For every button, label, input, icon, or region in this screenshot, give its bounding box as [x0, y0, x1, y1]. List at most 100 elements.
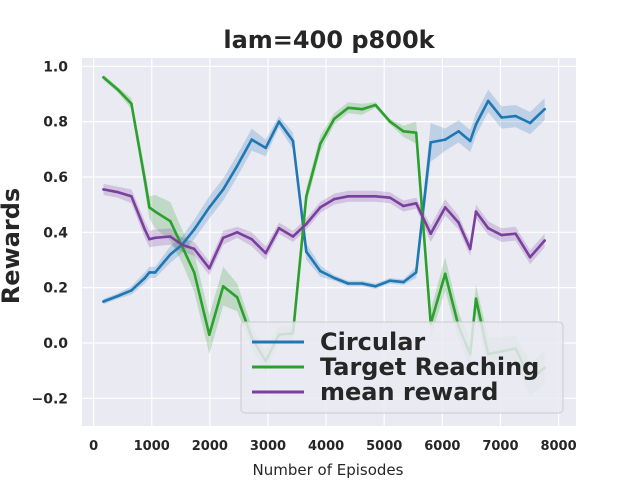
- point-target-reaching-3: [143, 178, 147, 181]
- x-tick-labels: 0 1000 2000 3000 4000 5000 6000 7000 8000: [89, 439, 577, 454]
- x-tick-label-2: 2000: [192, 439, 228, 454]
- point-target-reaching-29: [474, 297, 478, 301]
- point-target-reaching-5: [153, 210, 157, 213]
- point-circular-25: [429, 141, 433, 144]
- point-circular-15: [291, 139, 295, 143]
- point-circular-16: [305, 250, 308, 253]
- band-mean-reward: [103, 183, 545, 276]
- point-mean-reward-12: [250, 237, 253, 241]
- y-tick-label-0: −0.2: [31, 391, 68, 407]
- point-target-reaching-16: [305, 195, 308, 198]
- point-circular-0: [102, 300, 105, 303]
- point-target-reaching-11: [235, 296, 239, 299]
- y-axis-label: Rewards: [0, 188, 25, 304]
- x-axis-label: Number of Episodes: [253, 461, 404, 479]
- point-circular-29: [474, 123, 478, 126]
- point-mean-reward-30: [486, 226, 490, 230]
- legend-box: [240, 321, 564, 414]
- y-tick-label-3: 0.4: [43, 225, 68, 241]
- point-circular-6: [169, 253, 172, 256]
- point-circular-24: [414, 271, 418, 274]
- y-tick-label-1: 0.0: [43, 336, 68, 352]
- x-tick-label-3: 3000: [250, 439, 286, 454]
- point-target-reaching-23: [402, 130, 405, 133]
- x-tick-label-6: 6000: [424, 439, 460, 454]
- y-tick-label-6: 1.0: [43, 59, 68, 75]
- point-circular-17: [319, 269, 322, 273]
- point-circular-34: [543, 107, 546, 111]
- point-mean-reward-15: [291, 235, 295, 238]
- point-mean-reward-17: [319, 206, 322, 209]
- point-mean-reward-9: [208, 267, 211, 270]
- point-circular-14: [277, 120, 281, 123]
- point-target-reaching-19: [346, 106, 350, 110]
- point-mean-reward-34: [543, 239, 546, 242]
- point-mean-reward-4: [148, 237, 151, 241]
- point-target-reaching-17: [319, 142, 322, 146]
- point-mean-reward-23: [402, 204, 405, 208]
- point-mean-reward-25: [429, 232, 433, 235]
- point-mean-reward-24: [414, 202, 418, 205]
- point-mean-reward-29: [474, 210, 478, 213]
- y-tick-label-4: 0.6: [43, 170, 68, 186]
- point-mean-reward-18: [332, 197, 336, 201]
- x-tick-label-5: 5000: [366, 439, 402, 454]
- point-target-reaching-18: [332, 117, 336, 121]
- point-mean-reward-22: [388, 196, 392, 199]
- point-target-reaching-21: [374, 103, 377, 107]
- point-mean-reward-3: [143, 228, 147, 231]
- band-circular: [103, 89, 545, 305]
- legend-label-target-reaching: Target Reaching: [320, 353, 539, 381]
- point-mean-reward-26: [443, 206, 447, 209]
- point-target-reaching-9: [208, 333, 211, 337]
- point-circular-1: [116, 294, 120, 298]
- point-circular-18: [332, 276, 336, 280]
- point-target-reaching-6: [169, 219, 172, 223]
- point-circular-26: [443, 138, 447, 141]
- x-tick-label-0: 0: [89, 439, 98, 454]
- point-circular-3: [143, 276, 147, 280]
- point-circular-19: [346, 282, 350, 285]
- point-mean-reward-27: [457, 221, 460, 224]
- point-circular-33: [528, 121, 532, 125]
- point-mean-reward-31: [500, 233, 503, 237]
- point-mean-reward-5: [153, 236, 157, 240]
- y-tick-label-2: 0.2: [43, 281, 68, 297]
- point-mean-reward-6: [169, 235, 172, 238]
- point-target-reaching-10: [221, 285, 225, 288]
- point-circular-21: [374, 285, 377, 288]
- y-tick-label-5: 0.8: [43, 115, 68, 131]
- point-circular-4: [148, 271, 151, 274]
- point-mean-reward-13: [264, 251, 268, 255]
- point-mean-reward-16: [305, 222, 308, 226]
- point-circular-20: [360, 282, 364, 285]
- point-circular-13: [264, 146, 268, 150]
- point-circular-11: [235, 164, 239, 168]
- point-circular-28: [468, 139, 472, 143]
- point-circular-31: [500, 116, 503, 119]
- point-mean-reward-20: [360, 195, 364, 198]
- legend: Circular Target Reaching mean reward: [240, 321, 564, 414]
- point-circular-10: [221, 188, 225, 191]
- point-target-reaching-26: [443, 272, 447, 276]
- x-tick-label-4: 4000: [308, 439, 344, 454]
- point-target-reaching-4: [148, 206, 151, 209]
- point-target-reaching-2: [130, 102, 133, 105]
- points-mean-reward: [102, 188, 546, 270]
- point-target-reaching-8: [192, 271, 196, 274]
- point-circular-23: [402, 280, 405, 284]
- point-circular-5: [153, 271, 157, 274]
- point-target-reaching-24: [414, 131, 418, 134]
- point-mean-reward-21: [374, 195, 377, 198]
- point-target-reaching-1: [116, 88, 120, 92]
- point-circular-22: [388, 279, 392, 283]
- point-mean-reward-33: [528, 255, 532, 259]
- point-mean-reward-0: [102, 188, 105, 191]
- x-tick-label-1: 1000: [134, 439, 170, 454]
- x-tick-label-7: 7000: [482, 439, 518, 454]
- y-tick-labels: −0.2 0.0 0.2 0.4 0.6 0.8 1.0: [31, 59, 68, 407]
- point-circular-8: [192, 228, 196, 231]
- point-circular-2: [130, 289, 133, 292]
